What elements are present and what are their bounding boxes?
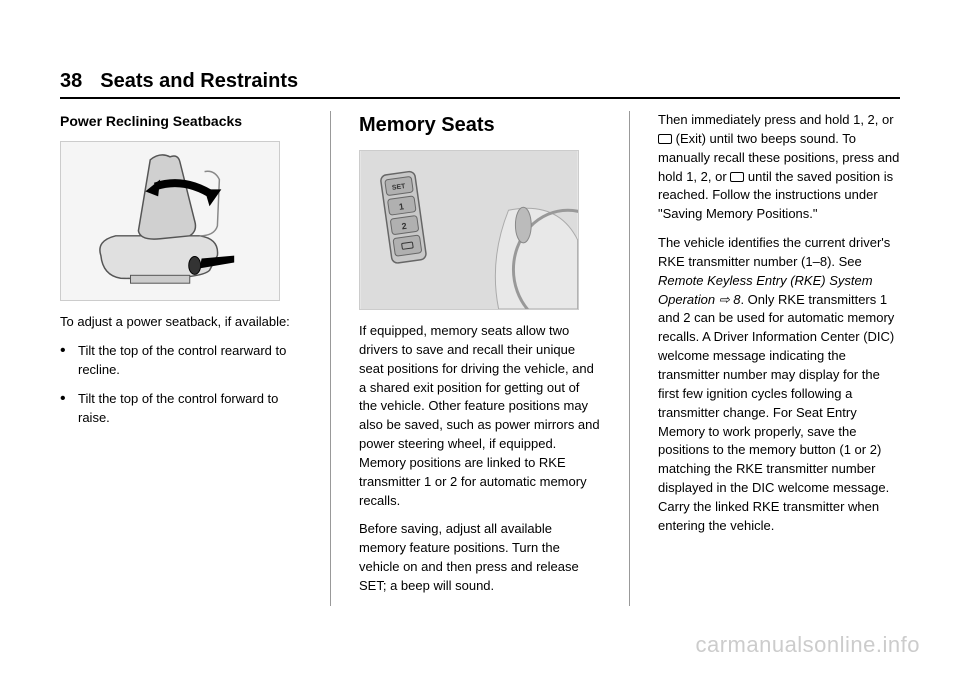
page-number: 38 [60,70,82,93]
memory-seats-figure: SET 1 2 [359,150,579,310]
text-segment: Then immediately press and hold 1, 2, or [658,112,894,127]
col3-para-2: The vehicle identifies the current drive… [658,234,900,536]
intro-text: To adjust a power seatback, if available… [60,313,302,332]
column-divider [330,111,331,606]
column-divider [629,111,630,606]
exit-icon [658,134,672,144]
subsection-title: Power Reclining Seatbacks [60,111,302,131]
page-header: 38 Seats and Restraints [60,70,900,99]
main-heading: Memory Seats [359,111,601,140]
memory-para-2: Before saving, adjust all available memo… [359,520,601,595]
text-segment: . Only RKE transmitters 1 and 2 can be u… [658,292,894,533]
exit-icon [730,172,744,182]
memory-para-1: If equipped, memory seats allow two driv… [359,322,601,510]
col3-para-1: Then immediately press and hold 1, 2, or… [658,111,900,224]
column-3: Then immediately press and hold 1, 2, or… [658,111,900,606]
bullet-list: Tilt the top of the control rearward to … [60,342,302,427]
text-segment: The vehicle identifies the current drive… [658,235,890,269]
bullet-item: Tilt the top of the control forward to r… [60,390,302,428]
seat-recline-figure [60,141,280,301]
column-1: Power Reclining Seatbacks [60,111,302,606]
content-columns: Power Reclining Seatbacks [60,111,900,606]
column-2: Memory Seats SET 1 [359,111,601,606]
bullet-item: Tilt the top of the control rearward to … [60,342,302,380]
ref-arrow: ⇨ [715,292,733,307]
watermark: carmanualsonline.info [695,632,920,658]
section-title: Seats and Restraints [100,70,298,93]
